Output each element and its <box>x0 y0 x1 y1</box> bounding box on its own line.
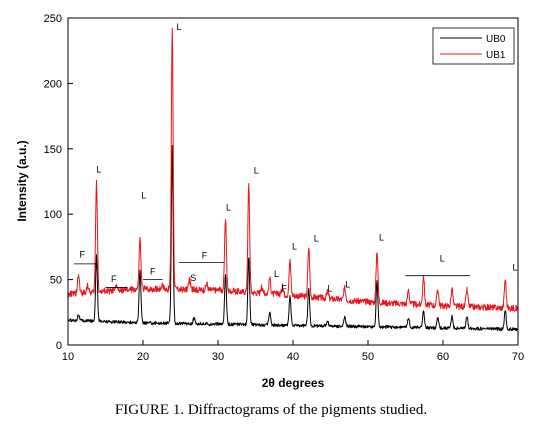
x-tick-label: 50 <box>362 351 374 363</box>
y-tick-label: 0 <box>56 340 62 352</box>
x-tick-label: 20 <box>137 351 149 363</box>
series-line-ub1 <box>67 27 519 312</box>
legend: UB0 UB1 <box>432 27 515 65</box>
peak-annotation-l: L <box>440 253 445 263</box>
y-tick-label: 250 <box>44 13 62 25</box>
x-tick-label: 10 <box>62 351 74 363</box>
x-tick-label: 70 <box>512 351 524 363</box>
peak-annotation-l: L <box>226 202 231 212</box>
peak-annotation-l: L <box>345 279 350 289</box>
peak-annotation-l: L <box>176 22 181 32</box>
y-tick-label: 200 <box>44 78 62 90</box>
peak-annotation-l: L <box>379 232 384 242</box>
x-tick-label: 60 <box>437 351 449 363</box>
peak-annotation-f: F <box>80 249 86 259</box>
y-tick-label: 50 <box>50 275 62 287</box>
peak-annotation-l: L <box>254 166 259 176</box>
peak-annotation-f: F <box>111 274 117 284</box>
peak-annotation-f: F <box>281 283 287 293</box>
y-tick-label: 100 <box>44 209 62 221</box>
legend-label-ub0: UB0 <box>486 34 506 45</box>
x-tick-label: 40 <box>287 351 299 363</box>
peak-annotation-l: L <box>96 164 101 174</box>
peak-annotation-l: L <box>292 242 297 252</box>
figure-caption: FIGURE 1. Diffractograms of the pigments… <box>114 402 428 418</box>
series-line-ub0 <box>67 144 519 332</box>
peak-annotation-f: F <box>150 266 156 276</box>
peak-annotation-l: L <box>141 191 146 201</box>
peak-annotation-l: L <box>327 283 332 293</box>
peak-annotation-s: S <box>190 273 196 283</box>
legend-box <box>432 27 515 65</box>
x-axis-title: 2θ degrees <box>262 376 325 390</box>
legend-label-ub1: UB1 <box>486 50 506 61</box>
peak-annotation-f: F <box>202 251 208 261</box>
y-axis-title: Intensity (a.u.) <box>15 140 29 221</box>
x-tick-label: 30 <box>212 351 224 363</box>
peak-annotation-l: L <box>274 269 279 279</box>
y-tick-label: 150 <box>44 144 62 156</box>
peak-annotation-l: L <box>314 234 319 244</box>
peak-annotation-l: L <box>512 262 517 272</box>
